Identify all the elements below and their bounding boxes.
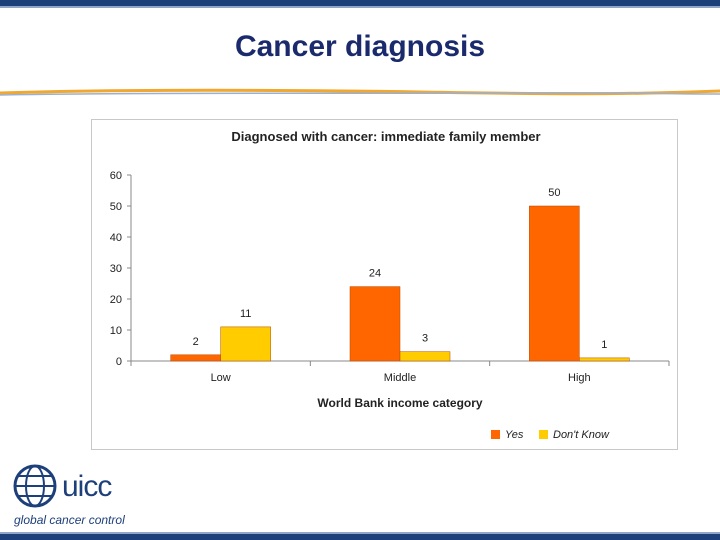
logo-tagline: global cancer control [14, 513, 125, 527]
legend-label: Don't Know [553, 429, 610, 441]
bar-yes [349, 286, 401, 362]
bar-chart: Diagnosed with cancer: immediate family … [110, 129, 670, 441]
y-tick-label: 0 [116, 356, 122, 368]
bar-yes [170, 354, 221, 362]
uicc-logo [13, 464, 57, 508]
chart-title: Diagnosed with cancer: immediate family … [231, 129, 540, 144]
x-tick-label: Low [211, 372, 231, 384]
bar-yes [529, 205, 580, 362]
chart-frame [91, 119, 678, 450]
globe-icon [13, 464, 57, 508]
y-tick-label: 60 [110, 170, 122, 182]
data-label: 1 [601, 339, 607, 351]
y-tick-label: 20 [110, 294, 122, 306]
title-divider [0, 88, 720, 96]
bar-dont-know [399, 351, 451, 362]
legend-label: Yes [505, 429, 524, 441]
data-label: 24 [369, 268, 381, 280]
x-axis-label: World Bank income category [317, 396, 482, 410]
logo-wordmark: uicc [62, 470, 112, 503]
legend-swatch [491, 430, 500, 439]
x-tick-label: High [568, 372, 591, 384]
data-label: 3 [422, 333, 428, 345]
y-tick-label: 30 [110, 263, 122, 275]
data-label: 11 [240, 308, 251, 320]
y-tick-label: 40 [110, 232, 122, 244]
y-tick-label: 10 [110, 325, 122, 337]
legend-swatch [539, 430, 548, 439]
data-label: 2 [193, 336, 199, 348]
bottom-border [0, 532, 720, 540]
slide-title: Cancer diagnosis [234, 30, 486, 63]
y-tick-label: 50 [110, 201, 122, 213]
bar-dont-know [220, 326, 271, 362]
x-tick-label: Middle [384, 372, 416, 384]
bar-dont-know [579, 357, 630, 362]
data-label: 50 [548, 187, 560, 199]
top-border [0, 0, 720, 8]
